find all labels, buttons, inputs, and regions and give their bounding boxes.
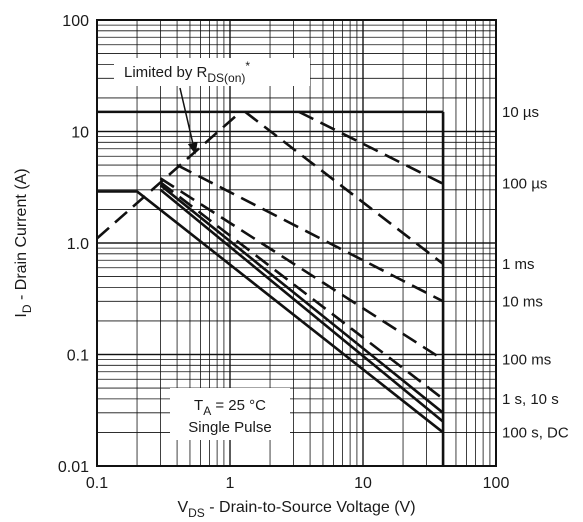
y-axis-title-sub: D [20, 304, 34, 313]
series-line-100-ms [159, 177, 444, 361]
x-axis-title: VDS - Drain-to-Source Voltage (V) [177, 499, 415, 520]
x-axis-title-main: V [177, 499, 188, 516]
series-layer [96, 110, 445, 466]
rdson-annotation-text: Limited by RDS(on)* [124, 59, 250, 85]
x-tick-label: 100 [483, 475, 510, 492]
series-label-bg [499, 349, 577, 370]
series-labels: 10 µs 100 µs 1 ms 10 ms 100 ms 1 s, 10 s 100 s… [499, 101, 577, 443]
series-line-unlabeled-7 [159, 188, 444, 423]
y-tick-label: 100 [62, 13, 89, 30]
series-line-unlabeled-10 [96, 110, 242, 240]
y-tick-label: 0.1 [67, 348, 89, 365]
series-line-1-ms [244, 110, 444, 265]
rdson-annotation: Limited by RDS(on)* [114, 58, 310, 155]
series-label-bg [499, 101, 577, 122]
series-label: 100 ms [502, 352, 551, 369]
cond-rest: = 25 °C [211, 397, 266, 414]
rdson-arrow [179, 87, 194, 144]
conditions-pulse: Single Pulse [188, 419, 271, 436]
conditions-bg [170, 388, 290, 440]
series-label: 10 µs [502, 104, 539, 121]
rdson-arrowhead [187, 141, 198, 155]
rdson-main: Limited by R [124, 64, 208, 81]
cond-a: A [203, 404, 211, 418]
series-label-bg [499, 291, 577, 312]
x-tick-label: 1 [226, 475, 235, 492]
series-label: 1 ms [502, 256, 535, 273]
series-line-1-s-10-s [159, 181, 444, 400]
y-axis-title-main: I [13, 313, 30, 317]
x-axis-title-sub: DS [188, 506, 205, 520]
series-line-100-s-dc [97, 190, 444, 434]
y-tick-label: 0.01 [58, 459, 89, 476]
series-line-10-ms [176, 163, 444, 303]
rdson-sup: * [245, 59, 250, 73]
rdson-annotation-bg [114, 58, 310, 86]
y-tick-label: 1.0 [67, 236, 89, 253]
series-label: 1 s, 10 s [502, 391, 559, 408]
y-tick-label: 10 [71, 125, 89, 142]
plot-frame [96, 19, 497, 467]
conditions-box: TA = 25 °C Single Pulse [170, 388, 290, 440]
conditions-temp: TA = 25 °C [194, 397, 266, 418]
series-label: 100 s, DC [502, 424, 569, 441]
series-label-bg [499, 253, 577, 274]
series-label-bg [499, 388, 577, 409]
x-tick-label: 0.1 [86, 475, 108, 492]
y-axis-title: ID - Drain Current (A) [13, 168, 34, 317]
x-tick-label: 10 [354, 475, 372, 492]
series-label: 10 ms [502, 293, 543, 310]
series-label: 100 µs [502, 176, 547, 193]
series-line-100-s [298, 110, 444, 185]
y-axis-title-rest: - Drain Current (A) [13, 168, 30, 304]
x-axis-title-rest: - Drain-to-Source Voltage (V) [205, 499, 416, 516]
series-label-bg [499, 422, 577, 443]
series-label-bg [499, 173, 577, 194]
cond-t: T [194, 397, 203, 414]
rdson-sub: DS(on) [207, 71, 245, 85]
series-line-unlabeled-6 [159, 184, 444, 414]
